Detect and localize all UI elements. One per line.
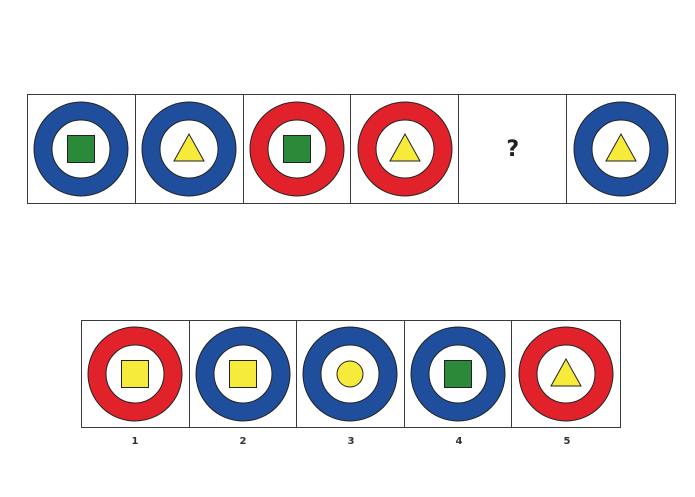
- red-ring-triangle-icon: [518, 326, 614, 422]
- option-label-5: 5: [563, 436, 571, 447]
- yellow-triangle-icon: [389, 132, 421, 162]
- green-square-icon: [444, 360, 473, 388]
- yellow-triangle-icon: [605, 132, 637, 162]
- option-label-1: 1: [131, 436, 139, 447]
- option-2[interactable]: [190, 321, 298, 427]
- question-mark: ?: [506, 136, 520, 162]
- yellow-square-icon: [121, 360, 150, 388]
- sequence-row: ?: [27, 94, 676, 204]
- option-4[interactable]: [405, 321, 513, 427]
- red-ring-square-icon: [87, 326, 183, 422]
- option-label-3: 3: [347, 436, 355, 447]
- blue-ring-square-icon: [195, 326, 291, 422]
- blue-ring-triangle-icon: [141, 101, 237, 197]
- option-1[interactable]: [82, 321, 190, 427]
- blue-ring-triangle-icon: [573, 101, 669, 197]
- missing-cell: ?: [459, 95, 568, 203]
- blue-ring-square-icon: [410, 326, 506, 422]
- option-label-4: 4: [455, 436, 463, 447]
- yellow-square-icon: [228, 360, 257, 388]
- options-row: [81, 320, 621, 428]
- blue-ring-square-icon: [33, 101, 129, 197]
- sequence-cell-6: [567, 95, 675, 203]
- yellow-triangle-icon: [550, 357, 583, 387]
- sequence-cell-4: [351, 95, 460, 203]
- sequence-cell-1: [28, 95, 136, 203]
- red-ring-triangle-icon: [357, 101, 453, 197]
- green-square-icon: [67, 135, 96, 163]
- blue-ring-circle-icon: [302, 326, 398, 422]
- option-5[interactable]: [512, 321, 620, 427]
- sequence-cell-3: [244, 95, 352, 203]
- green-square-icon: [283, 135, 312, 163]
- option-3[interactable]: [297, 321, 405, 427]
- red-ring-square-icon: [249, 101, 345, 197]
- option-labels: 1 2 3 4 5: [81, 436, 621, 454]
- sequence-cell-2: [136, 95, 244, 203]
- yellow-triangle-icon: [173, 132, 206, 162]
- yellow-circle-icon: [336, 360, 364, 388]
- option-label-2: 2: [239, 436, 247, 447]
